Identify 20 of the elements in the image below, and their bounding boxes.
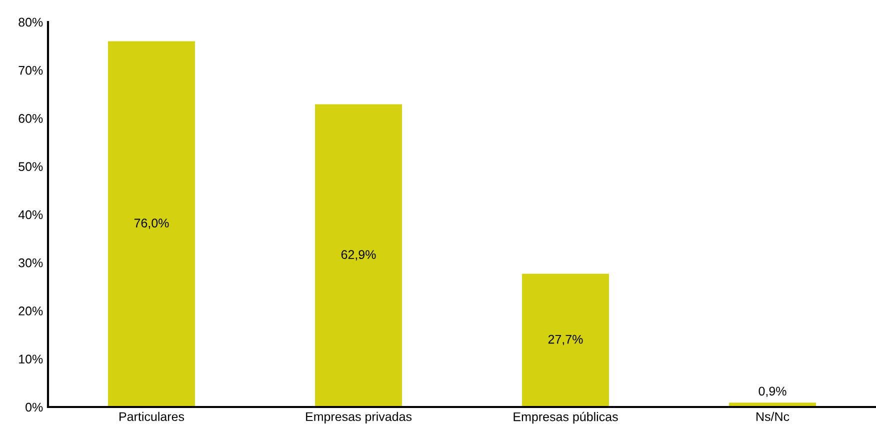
y-tick-label: 10% xyxy=(19,354,43,364)
y-tick-label: 40% xyxy=(18,210,43,220)
y-tick-label: 20% xyxy=(18,306,43,316)
y-tick-label: 0% xyxy=(26,402,43,412)
x-tick-label: Empresas públicas xyxy=(514,412,618,424)
data-label: 0,9% xyxy=(758,386,786,398)
data-label: 62,9% xyxy=(341,250,376,260)
bar xyxy=(522,274,609,407)
y-tick-label: 30% xyxy=(18,258,43,268)
y-tick-label: 50% xyxy=(18,162,43,172)
x-tick-label: Empresas privadas xyxy=(306,412,412,424)
bar xyxy=(315,104,402,407)
y-tick-label: 60% xyxy=(18,114,43,123)
data-label: 27,7% xyxy=(548,334,583,346)
x-tick-label: Particulares xyxy=(120,412,184,422)
y-tick-label: 80% xyxy=(18,18,43,27)
data-label: 76,0% xyxy=(134,218,169,229)
y-tick-label: 70% xyxy=(18,66,43,75)
x-tick-label: Ns/Nc xyxy=(756,412,790,422)
bar xyxy=(108,41,195,407)
